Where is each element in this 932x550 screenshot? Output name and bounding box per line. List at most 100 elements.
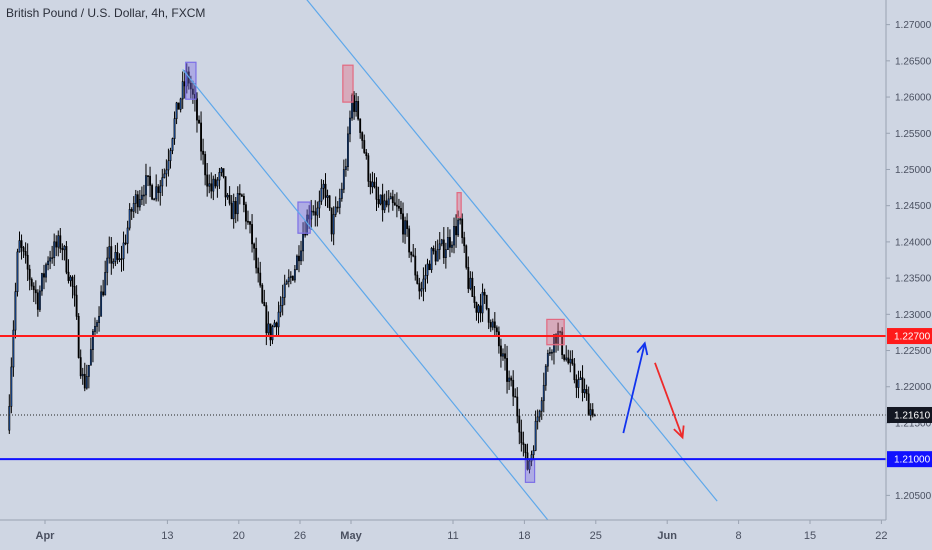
candle-body (514, 395, 517, 398)
candle-body (395, 204, 398, 207)
candle-body (473, 296, 476, 303)
chart-title: British Pound / U.S. Dollar, 4h, FXCM (6, 6, 206, 20)
candle-body (265, 305, 268, 334)
candle-body (324, 183, 327, 198)
candle-body (89, 349, 92, 366)
candle-body (155, 186, 158, 200)
time-tick-label: 11 (447, 530, 458, 542)
candle-body (357, 101, 360, 120)
candle-body (461, 218, 464, 238)
time-tick-label: 26 (294, 530, 306, 542)
candle-body (300, 250, 302, 262)
time-tick-label: 22 (875, 530, 887, 542)
candle-body (442, 239, 445, 259)
candle-body (296, 255, 298, 270)
candle-body (536, 416, 539, 422)
candle-body (520, 431, 523, 444)
candle-body (500, 345, 502, 357)
candle-body (404, 220, 406, 235)
candle-body (169, 150, 172, 162)
price-tick-label: 1.21500 (895, 418, 932, 429)
candle-body (575, 379, 578, 388)
candle-body (65, 246, 68, 273)
candle-body (43, 273, 45, 278)
candle-body (234, 201, 237, 215)
candle-body (253, 243, 256, 249)
candle-body (502, 353, 504, 357)
projection-arrowhead-1 (673, 425, 685, 440)
price-tick-label: 1.26000 (895, 93, 932, 104)
candle-body (20, 240, 23, 248)
candle-body (371, 181, 374, 188)
candle-body (393, 202, 396, 206)
candle-body (344, 166, 347, 170)
plot-area (0, 0, 886, 520)
price-tick-label: 1.24500 (895, 201, 932, 212)
candle-body (359, 118, 362, 133)
time-tick-label: 8 (736, 530, 742, 542)
candle-body (41, 273, 43, 292)
candle-body (557, 331, 559, 344)
candle-body (497, 331, 500, 347)
candle-body (208, 183, 211, 187)
channel-lower-line (182, 69, 549, 520)
candle-body (361, 132, 364, 141)
candle-body (269, 323, 272, 341)
candle-body (306, 214, 309, 236)
candle-body (355, 101, 358, 112)
candle-body (440, 239, 443, 245)
candle-body (255, 248, 258, 269)
candle-body (114, 252, 117, 262)
price-tick-label: 1.23500 (895, 274, 932, 285)
candle-body (293, 269, 296, 281)
candle-body (143, 194, 145, 197)
candle-body (291, 275, 294, 281)
candle-body (342, 169, 345, 190)
candle-body (94, 326, 96, 332)
candle-body (98, 315, 100, 323)
candle-body (34, 289, 37, 294)
candle-body (277, 311, 280, 328)
projection-arrow-0 (622, 343, 646, 434)
candle-body (206, 174, 209, 187)
candle-body (198, 119, 200, 124)
level-tag-resistance-bg (887, 328, 932, 345)
candle-body (22, 247, 25, 252)
candle-body (334, 206, 337, 215)
candle-body (506, 358, 508, 382)
candle-body (457, 219, 460, 236)
candle-body (230, 202, 233, 220)
projection-arrow-1 (654, 362, 684, 438)
candle-body (32, 285, 35, 291)
candle-body (420, 288, 423, 292)
highlight-box (456, 192, 462, 218)
candle-body (153, 198, 156, 201)
candle-body (487, 308, 490, 323)
candle-body (222, 168, 225, 177)
candle-body (10, 366, 13, 407)
candle-body (387, 198, 390, 206)
candle-body (553, 334, 555, 353)
candle-body (279, 305, 282, 313)
candle-body (108, 246, 111, 259)
candle-body (110, 246, 113, 264)
candle-body (116, 252, 119, 260)
candle-body (204, 154, 207, 176)
candle-body (351, 95, 353, 119)
candle-body (100, 291, 103, 317)
candle-body (228, 194, 231, 204)
candle-body (149, 175, 151, 186)
candle-body (587, 393, 590, 416)
candle-body (444, 249, 447, 259)
time-tick-label: 20 (233, 530, 245, 542)
candle-body (210, 183, 213, 192)
current-price-tag-bg (887, 406, 932, 423)
candle-body (273, 322, 276, 327)
time-tick-label: 15 (804, 530, 816, 542)
candle-body (402, 213, 404, 235)
candle-body (559, 331, 562, 333)
candle-body (81, 373, 84, 377)
price-tick-label: 1.24000 (895, 237, 932, 248)
price-tick-label: 1.27000 (895, 20, 932, 31)
